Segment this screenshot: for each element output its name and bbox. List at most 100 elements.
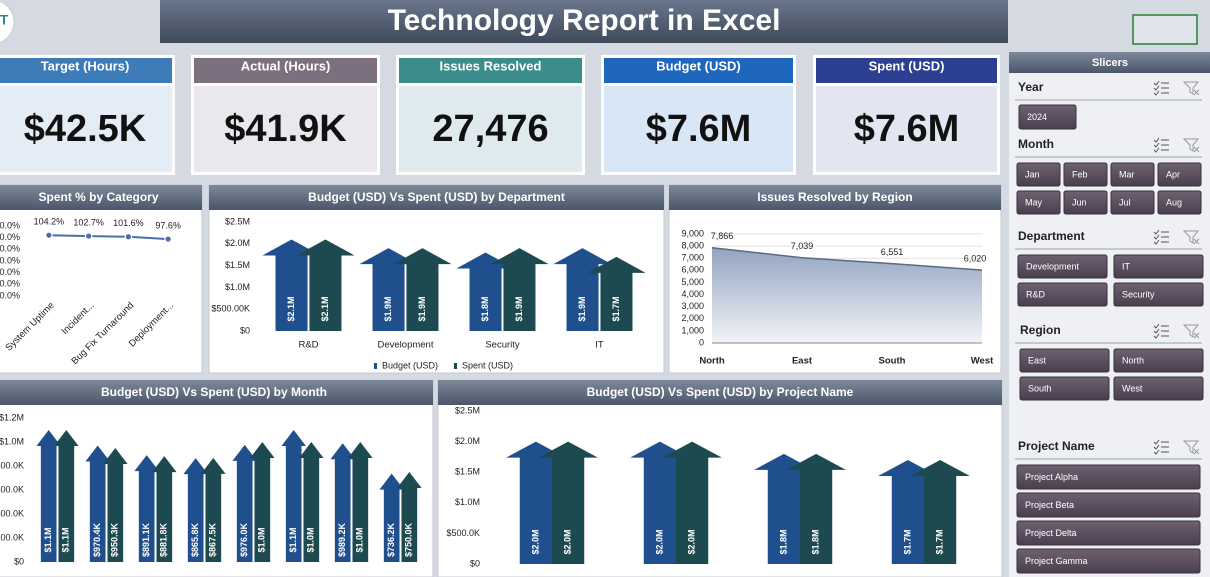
slicer-button[interactable]: Jul — [1110, 190, 1155, 215]
bar — [506, 441, 566, 564]
button-face[interactable] — [1157, 190, 1202, 215]
button-label[interactable]: North — [1122, 355, 1144, 365]
slicer-button[interactable]: Development — [1017, 254, 1108, 279]
x-tick-label: South — [879, 356, 906, 367]
slicer-button[interactable]: Project Beta — [1016, 492, 1201, 518]
slicer-button[interactable]: Aug — [1157, 190, 1202, 215]
button-face[interactable] — [1113, 376, 1204, 401]
button-label[interactable]: Project Gamma — [1025, 556, 1088, 566]
slicer-panel: Slicers Year 2024 Month Jan Feb Mar Apr May Jun Ju… — [1009, 52, 1210, 577]
button-face[interactable] — [1019, 348, 1110, 373]
slicer-button[interactable]: Feb — [1063, 162, 1108, 187]
button-label[interactable]: May — [1025, 197, 1043, 207]
kpi-header — [816, 58, 997, 83]
bar — [379, 473, 404, 562]
x-tick-label: IT — [595, 340, 604, 351]
slicer-button[interactable]: 2024 — [1018, 104, 1077, 130]
multi-select-icon[interactable] — [1153, 137, 1169, 153]
page-title: Technology Report in Excel — [388, 4, 781, 37]
slicer-button[interactable]: Jan — [1016, 162, 1061, 187]
clear-filter-icon[interactable] — [1182, 440, 1200, 455]
slicer-button[interactable]: R&D — [1017, 282, 1108, 307]
y-tick-label: $800.0K — [0, 460, 24, 470]
button-face[interactable] — [1018, 104, 1077, 130]
icon-stroke — [1182, 230, 1200, 245]
chart-title: Budget (USD) Vs Spent (USD) by Departmen… — [308, 190, 565, 204]
button-label[interactable]: Project Alpha — [1025, 472, 1078, 482]
button-label[interactable]: Project Delta — [1025, 528, 1077, 538]
slicer-button[interactable]: South — [1019, 376, 1110, 401]
data-label: $867.5K — [208, 522, 218, 557]
bar — [152, 456, 177, 562]
clear-filter-icon[interactable] — [1182, 230, 1200, 245]
slicer-label: Year — [1018, 80, 1044, 94]
kpi-header — [0, 58, 172, 83]
button-label[interactable]: Jan — [1025, 169, 1040, 179]
data-point — [45, 231, 53, 240]
button-face[interactable] — [1113, 348, 1204, 373]
button-face[interactable] — [1016, 464, 1201, 490]
bar — [250, 442, 275, 562]
slicer-button[interactable]: Project Alpha — [1016, 464, 1201, 490]
button-label[interactable]: Apr — [1166, 169, 1180, 179]
multi-select-icon[interactable] — [1153, 323, 1169, 339]
button-label[interactable]: Project Beta — [1025, 500, 1074, 510]
button-label[interactable]: Mar — [1119, 169, 1135, 179]
y-tick-label: $2.0M — [455, 436, 480, 446]
y-tick-label: $1.0M — [455, 497, 480, 507]
button-label[interactable]: 2024 — [1027, 112, 1047, 122]
button-face[interactable] — [1016, 492, 1201, 518]
bar — [786, 453, 846, 564]
button-label[interactable]: Aug — [1166, 197, 1182, 207]
legend-swatch — [454, 363, 457, 369]
slicer-button[interactable]: East — [1019, 348, 1110, 373]
slicer-button[interactable]: Security — [1113, 282, 1204, 307]
multi-select-icon[interactable] — [1153, 229, 1169, 245]
button-face[interactable] — [1157, 162, 1202, 187]
button-face[interactable] — [1063, 190, 1108, 215]
slicer-button[interactable]: Project Delta — [1016, 520, 1201, 546]
slicer-button[interactable]: Jun — [1063, 190, 1108, 215]
button-face[interactable] — [1110, 162, 1155, 187]
button-face[interactable] — [1113, 282, 1204, 307]
button-face[interactable] — [1063, 162, 1108, 187]
clear-filter-icon[interactable] — [1182, 81, 1200, 96]
slicer-button[interactable]: North — [1113, 348, 1204, 373]
slicer-button[interactable]: Mar — [1110, 162, 1155, 187]
clear-filter-icon[interactable] — [1182, 138, 1200, 153]
button-label[interactable]: Development — [1026, 261, 1080, 271]
button-face[interactable] — [1017, 282, 1108, 307]
button-face[interactable] — [1113, 254, 1204, 279]
slicer-button[interactable]: Project Gamma — [1016, 548, 1201, 574]
y-tick-label: $600.0K — [0, 484, 24, 494]
title-bar — [160, 0, 1008, 43]
button-label[interactable]: Jun — [1072, 197, 1087, 207]
bar — [299, 442, 324, 562]
button-face[interactable] — [1019, 376, 1110, 401]
button-label[interactable]: South — [1028, 383, 1052, 393]
button-face[interactable] — [1016, 162, 1061, 187]
button-face[interactable] — [1016, 190, 1061, 215]
button-label[interactable]: Jul — [1119, 197, 1131, 207]
y-tick-label: $1.5M — [225, 260, 250, 270]
bar — [397, 472, 422, 562]
multi-select-icon[interactable] — [1153, 439, 1169, 455]
button-face[interactable] — [1016, 548, 1201, 574]
slicer: Month Jan Feb Mar Apr May Jun Jul Aug — [1015, 137, 1202, 215]
button-label[interactable]: R&D — [1026, 289, 1046, 299]
button-label[interactable]: Security — [1122, 289, 1155, 299]
slicer-button[interactable]: May — [1016, 190, 1061, 215]
logo-badge — [0, 0, 15, 44]
button-face[interactable] — [1016, 520, 1201, 546]
slicer-button[interactable]: Apr — [1157, 162, 1202, 187]
button-label[interactable]: IT — [1122, 261, 1131, 271]
multi-select-icon[interactable] — [1153, 80, 1169, 96]
button-label[interactable]: West — [1122, 383, 1143, 393]
button-label[interactable]: East — [1028, 355, 1047, 365]
clear-filter-icon[interactable] — [1182, 324, 1200, 339]
slicer-button[interactable]: West — [1113, 376, 1204, 401]
slicer-button[interactable]: IT — [1113, 254, 1204, 279]
button-face[interactable] — [1017, 254, 1108, 279]
button-label[interactable]: Feb — [1072, 169, 1088, 179]
button-face[interactable] — [1110, 190, 1155, 215]
